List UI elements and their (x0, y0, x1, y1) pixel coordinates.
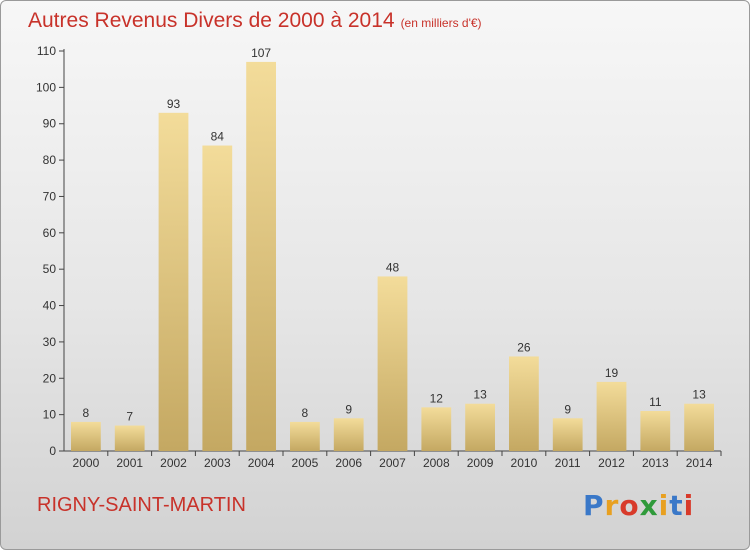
commune-name: RIGNY-SAINT-MARTIN (37, 494, 246, 516)
bar (509, 356, 539, 451)
y-tick-label: 40 (43, 299, 57, 313)
bar (465, 403, 495, 451)
y-tick-label: 30 (43, 335, 57, 349)
logo-letter: r (604, 489, 620, 522)
x-tick-label: 2004 (248, 456, 275, 470)
bar-value-label: 8 (83, 406, 90, 420)
y-tick-label: 110 (37, 44, 56, 58)
bar (158, 112, 189, 452)
bar-value-label: 19 (605, 366, 619, 380)
chart-title: Autres Revenus Divers de 2000 à 2014 (en … (28, 9, 482, 33)
bar (377, 276, 408, 451)
y-tick-label: 80 (43, 153, 57, 167)
chart-title-main: Autres Revenus Divers de 2000 à 2014 (28, 9, 395, 32)
logo-letter: P (583, 489, 605, 522)
bar (684, 403, 714, 451)
x-tick-label: 2007 (379, 456, 406, 470)
bar-value-label: 8 (302, 406, 309, 420)
x-tick-label: 2002 (160, 456, 187, 470)
y-tick-label: 100 (36, 80, 56, 94)
bar (640, 411, 671, 451)
x-tick-label: 2014 (686, 456, 713, 470)
y-tick-label: 70 (43, 189, 57, 203)
bar (114, 425, 145, 451)
bar-value-label: 11 (649, 395, 662, 409)
proxiti-logo: Proxiti (583, 489, 694, 522)
chart-title-unit: (en milliers d'€) (400, 16, 482, 30)
bar (202, 145, 233, 451)
logo-letter: i (683, 489, 695, 522)
x-tick-label: 2001 (116, 456, 143, 470)
bar-value-label: 93 (167, 97, 181, 111)
y-tick-label: 10 (43, 408, 57, 422)
x-tick-label: 2008 (423, 456, 450, 470)
bar-value-label: 26 (517, 340, 531, 354)
bar (333, 418, 364, 451)
logo-letter: x (639, 489, 659, 522)
bar-value-label: 13 (692, 388, 706, 402)
x-tick-label: 2009 (467, 456, 494, 470)
logo-letter: o (619, 489, 640, 522)
bar-value-label: 9 (345, 402, 352, 416)
y-tick-label: 90 (43, 117, 57, 131)
bar-value-label: 12 (430, 391, 444, 405)
x-tick-label: 2000 (73, 456, 100, 470)
x-tick-label: 2011 (555, 456, 581, 470)
x-tick-label: 2013 (642, 456, 669, 470)
bar (552, 418, 583, 451)
bar (421, 407, 452, 451)
x-tick-label: 2012 (598, 456, 625, 470)
bar-value-label: 84 (211, 130, 225, 144)
y-tick-label: 0 (49, 444, 56, 458)
logo-letter: t (669, 489, 684, 522)
bar (71, 421, 101, 451)
bar-value-label: 48 (386, 260, 400, 274)
bar-value-label: 107 (251, 46, 271, 60)
x-tick-label: 2003 (204, 456, 231, 470)
bar-value-label: 9 (564, 402, 571, 416)
bar-value-label: 13 (473, 388, 487, 402)
logo-letter: i (658, 489, 670, 522)
y-tick-label: 20 (43, 371, 57, 385)
bar (246, 61, 276, 452)
bar (290, 421, 320, 451)
y-tick-label: 50 (43, 262, 57, 276)
bar-value-label: 7 (126, 410, 133, 424)
x-tick-label: 2006 (335, 456, 362, 470)
bar (596, 381, 627, 451)
y-tick-label: 60 (43, 226, 57, 240)
x-tick-label: 2005 (292, 456, 319, 470)
x-tick-label: 2010 (511, 456, 538, 470)
